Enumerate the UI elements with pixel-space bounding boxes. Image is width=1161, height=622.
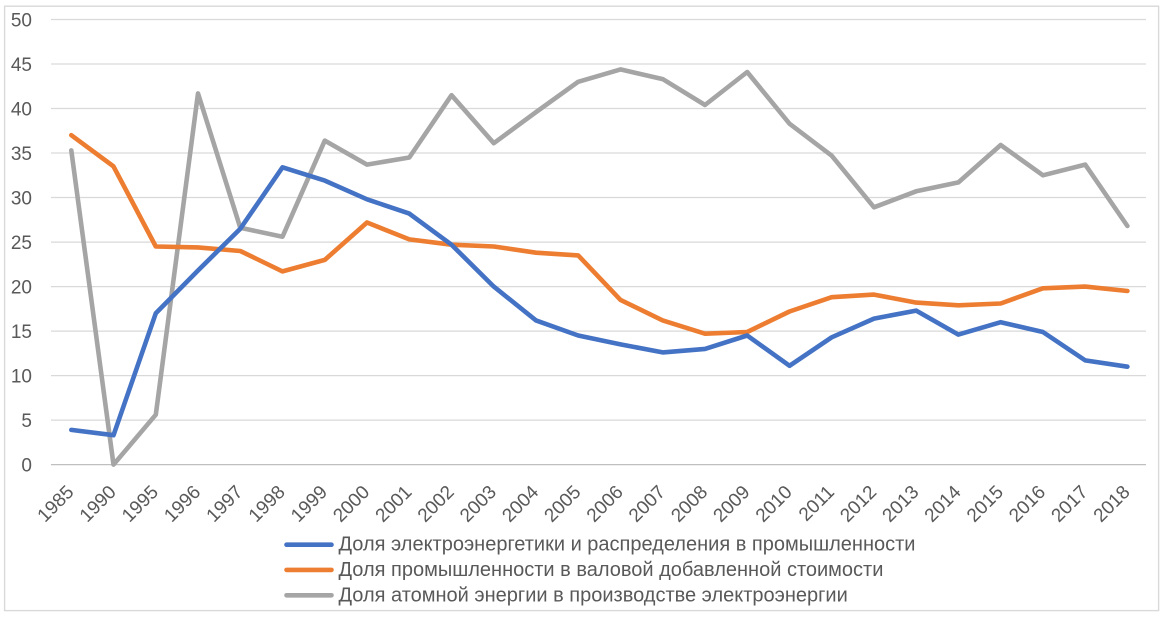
svg-text:Доля промышленности в валовой: Доля промышленности в валовой добавленно… <box>339 559 884 581</box>
svg-text:20: 20 <box>11 278 32 299</box>
svg-text:45: 45 <box>11 55 32 76</box>
svg-text:25: 25 <box>11 233 32 254</box>
svg-text:Доля электроэнергетики и распр: Доля электроэнергетики и распределения в… <box>339 534 916 556</box>
svg-text:35: 35 <box>11 144 32 165</box>
svg-text:0: 0 <box>21 456 32 477</box>
svg-text:30: 30 <box>11 189 32 210</box>
svg-text:Доля атомной энергии в произво: Доля атомной энергии в производстве элек… <box>339 584 848 606</box>
svg-text:50: 50 <box>11 11 32 32</box>
svg-text:40: 40 <box>11 100 32 121</box>
svg-text:15: 15 <box>11 322 32 343</box>
svg-text:10: 10 <box>11 367 32 388</box>
svg-text:5: 5 <box>21 411 32 432</box>
